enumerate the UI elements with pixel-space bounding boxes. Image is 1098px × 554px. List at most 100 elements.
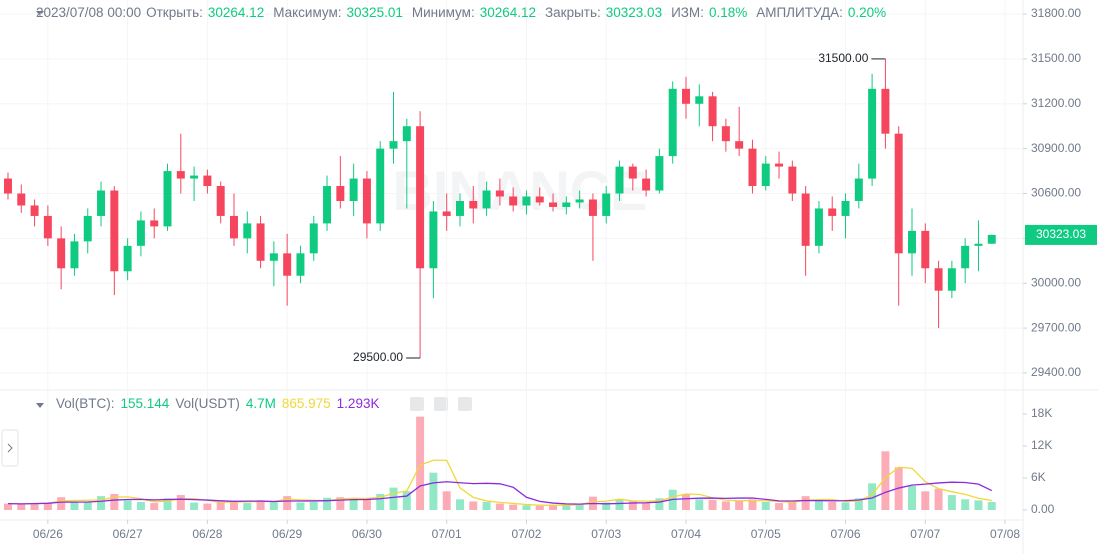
candle-body — [30, 205, 39, 216]
candle-body — [695, 96, 704, 104]
candle-body — [775, 163, 784, 167]
candle-body — [575, 199, 584, 203]
volume-bar — [216, 501, 225, 510]
volume-bar — [323, 497, 332, 510]
close-icon[interactable] — [458, 397, 472, 411]
field-label: Открыть: — [146, 5, 203, 20]
field-value: 0.18% — [708, 5, 748, 20]
high-label: 31500.00 — [818, 51, 868, 65]
candle-body — [748, 148, 757, 187]
volume-bar — [615, 498, 624, 510]
candle-body — [788, 166, 797, 194]
volume-bar — [349, 499, 358, 510]
low-label: 29500.00 — [353, 350, 403, 364]
expand-button[interactable] — [1, 429, 19, 467]
candle-body — [828, 208, 837, 216]
candle-body — [190, 175, 199, 179]
field-label: Закрыть: — [545, 5, 601, 20]
volume-bar — [283, 496, 292, 510]
candle-body — [549, 202, 558, 207]
candle-body — [974, 243, 983, 246]
x-tick-label: 06/30 — [352, 527, 382, 541]
volume-bar — [761, 501, 770, 510]
volume-bar — [549, 505, 558, 510]
volume-bar — [655, 498, 664, 510]
candle-body — [841, 200, 850, 216]
field-value: 30264.12 — [479, 5, 537, 20]
volume-bar — [775, 503, 784, 510]
last-price-label: 30323.03 — [1036, 227, 1086, 241]
y-tick-label: 0.00 — [1031, 502, 1055, 516]
x-tick-label: 07/08 — [990, 527, 1020, 541]
x-tick-label: 07/04 — [671, 527, 701, 541]
candle-body — [70, 241, 79, 269]
y-tick-label: 29400.00 — [1031, 365, 1081, 379]
candle-body — [668, 88, 677, 157]
last-price-tag — [1025, 224, 1097, 245]
grid — [0, 0, 1023, 520]
volume-bar — [735, 500, 744, 510]
candle-body — [921, 230, 930, 269]
ma-value: 865.975 — [281, 396, 331, 411]
volume-bar — [150, 503, 159, 510]
candle-body — [562, 202, 571, 207]
candle-body — [416, 126, 425, 269]
volume-bar — [309, 501, 318, 510]
volume-bar — [721, 501, 730, 510]
volume-bar — [70, 501, 79, 510]
volume-bar — [628, 501, 637, 510]
settings-icon[interactable] — [434, 397, 448, 411]
candle-body — [57, 238, 66, 269]
candle-body — [97, 190, 106, 216]
volume-bar — [495, 503, 504, 510]
y-tick-label: 30600.00 — [1031, 186, 1081, 200]
volume-bar — [788, 501, 797, 510]
field-label: Минимум: — [411, 5, 475, 20]
volume-bar — [961, 499, 970, 510]
collapse-icon[interactable] — [36, 403, 44, 408]
ma-value: 1.293K — [336, 396, 380, 411]
x-tick-label: 06/29 — [272, 527, 302, 541]
legend-label: Vol(USDT) — [175, 396, 240, 411]
candle-body — [83, 215, 92, 242]
volume-ma-line — [7, 481, 993, 505]
x-tick-label: 07/03 — [591, 527, 621, 541]
header: 2023/07/08 00:00 Открыть: 30264.12 Максимум… — [36, 5, 895, 20]
field-value: 0.20% — [847, 5, 887, 20]
candle-body — [402, 126, 411, 142]
volume-bar — [17, 504, 26, 510]
eye-icon[interactable] — [410, 397, 424, 411]
volume-bar — [110, 493, 119, 510]
candle-body — [150, 220, 159, 227]
y-tick-label: 12K — [1031, 438, 1052, 452]
candle-body — [615, 166, 624, 194]
candle-body — [43, 215, 52, 239]
volume-bar — [203, 503, 212, 510]
candle-body — [429, 211, 438, 269]
volume-bar — [934, 488, 943, 510]
volume-bar — [163, 498, 172, 510]
volume-bar — [522, 505, 531, 510]
y-tick-label: 18K — [1031, 406, 1052, 420]
x-tick-label: 07/01 — [432, 527, 462, 541]
y-tick-label: 29700.00 — [1031, 320, 1081, 334]
candle-body — [628, 166, 637, 179]
field-label: Максимум: — [273, 5, 342, 20]
volume-bar — [442, 491, 451, 510]
candle-body — [908, 230, 916, 254]
volume-bar — [30, 503, 39, 510]
candle-body — [3, 178, 12, 194]
candle-body — [229, 215, 238, 239]
volume-ma-line — [7, 459, 992, 506]
volume-bar — [3, 503, 12, 510]
volume-bar — [43, 502, 52, 510]
volume-bar — [682, 493, 690, 510]
expand-arrow — [7, 443, 13, 453]
volume-bar — [642, 503, 651, 510]
candle-body — [176, 171, 185, 179]
y-tick-label: 6K — [1031, 470, 1046, 484]
collapse-icon[interactable] — [36, 11, 44, 16]
volume-bar — [429, 472, 438, 510]
x-tick-label: 07/06 — [831, 527, 861, 541]
candle-body — [296, 253, 305, 276]
